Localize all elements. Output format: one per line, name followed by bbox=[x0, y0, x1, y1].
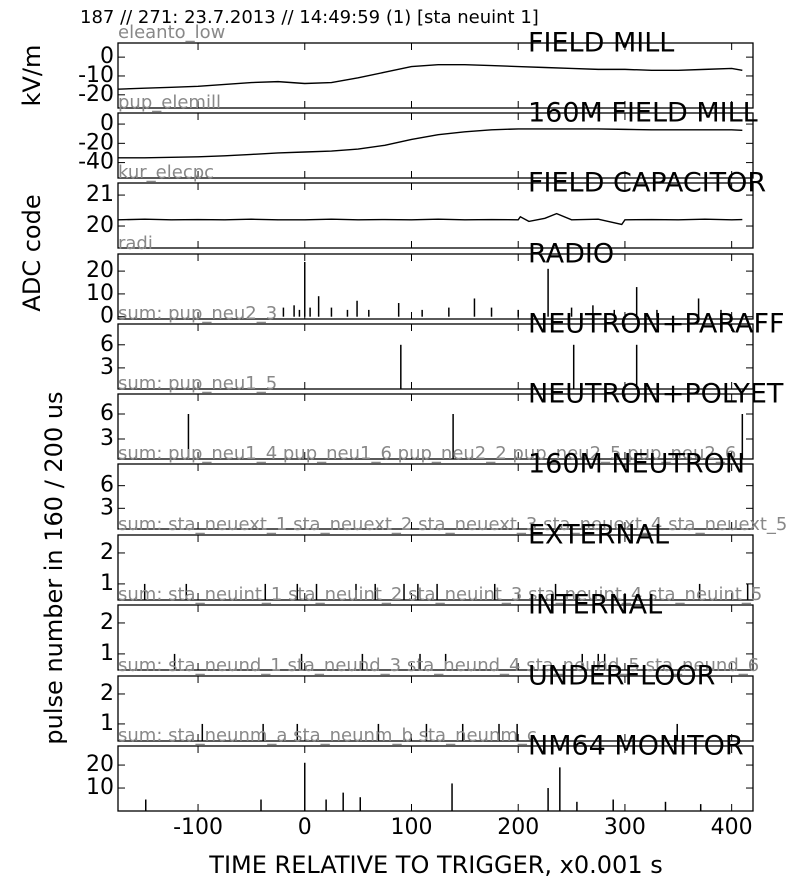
y-tick-label: 3 bbox=[100, 426, 114, 451]
y-tick-label: 20 bbox=[86, 258, 114, 283]
panel-frame bbox=[117, 393, 754, 460]
y-tick-label: 6 bbox=[100, 332, 114, 357]
panel-frame bbox=[117, 182, 754, 249]
panel-frame bbox=[117, 675, 754, 742]
x-tick-label: -100 bbox=[173, 815, 223, 840]
panel-title: 160M FIELD MILL bbox=[528, 98, 758, 129]
panel-title: INTERNAL bbox=[528, 590, 662, 621]
y-tick-label: 0 bbox=[100, 44, 114, 69]
panel-frame bbox=[117, 604, 754, 671]
panel-title: 160M NEUTRON bbox=[528, 449, 745, 480]
panel-frame bbox=[117, 463, 754, 530]
panel-frame bbox=[117, 253, 754, 320]
y-tick-label: 3 bbox=[100, 355, 114, 380]
y-tick-label: 1 bbox=[100, 711, 114, 736]
panel-title: NEUTRON+PARAFF bbox=[528, 309, 785, 340]
panel-label: sum: sta_neund_1 sta_neund_3 sta_neund_4… bbox=[118, 655, 759, 676]
panel-title: FIELD MILL bbox=[528, 28, 674, 59]
data-line bbox=[117, 212, 743, 226]
y-tick-label: 2 bbox=[100, 540, 114, 565]
y-tick-label: 2 bbox=[100, 610, 114, 635]
panel-frame bbox=[117, 745, 754, 812]
y-tick-label: 6 bbox=[100, 473, 114, 498]
y-tick-label: 21 bbox=[86, 182, 114, 207]
panel-label: sum: sta_neuext_1 sta_neuext_2 sta_neuex… bbox=[118, 514, 787, 535]
panel-label: sum: pup_neu2_3 bbox=[118, 303, 277, 324]
panel-title: NM64 MONITOR bbox=[528, 731, 744, 762]
data-line bbox=[118, 128, 743, 159]
y-tick-label: 1 bbox=[100, 641, 114, 666]
y-axis-label: ADC code bbox=[18, 194, 46, 311]
panel-title: RADIO bbox=[528, 239, 614, 270]
y-tick-label: 0 bbox=[100, 304, 114, 329]
panel-title: UNDERFLOOR bbox=[528, 661, 715, 692]
x-tick-label: 100 bbox=[390, 815, 432, 840]
panel-label: sum: sta_neuint_1 sta_neuint_2 sta_neuin… bbox=[118, 584, 762, 605]
panel-label: sum: pup_neu1_4 pup_neu1_6 pup_neu2_2 pu… bbox=[118, 443, 736, 464]
panel-frame bbox=[117, 112, 754, 179]
panel-label: radi bbox=[118, 233, 153, 254]
panel-label: eleanto_low bbox=[118, 22, 225, 43]
y-tick-label: 20 bbox=[86, 752, 114, 777]
y-tick-label: 2 bbox=[100, 681, 114, 706]
panel-label: sum: pup_neu1_5 bbox=[118, 373, 277, 394]
y-tick-label: -40 bbox=[78, 150, 114, 175]
panel-label: pup_elemill bbox=[118, 92, 221, 113]
x-axis-label: TIME RELATIVE TO TRIGGER, x0.001 s bbox=[208, 851, 662, 879]
x-tick-label: 300 bbox=[604, 815, 646, 840]
panel-title: NEUTRON+POLYET bbox=[528, 379, 784, 410]
panel-frame bbox=[117, 323, 754, 390]
panel-label: kur_elecpc bbox=[118, 162, 214, 183]
y-tick-label: -20 bbox=[78, 82, 114, 107]
y-tick-label: 10 bbox=[86, 281, 114, 306]
y-tick-label: 0 bbox=[100, 111, 114, 136]
y-axis-label: kV/m bbox=[18, 45, 46, 107]
panel-title: FIELD CAPACITOR bbox=[528, 168, 766, 199]
y-tick-label: 3 bbox=[100, 495, 114, 520]
x-tick-label: 0 bbox=[298, 815, 312, 840]
data-line bbox=[117, 63, 743, 90]
shared-y-label: pulse number in 160 / 200 us bbox=[40, 391, 68, 744]
y-tick-label: 20 bbox=[86, 213, 114, 238]
panel-label: sum: sta_neunm_a sta_neunm_b sta_neunm_c bbox=[118, 725, 537, 746]
x-tick-label: 200 bbox=[497, 815, 539, 840]
y-tick-label: 10 bbox=[86, 775, 114, 800]
y-tick-label: -20 bbox=[78, 130, 114, 155]
y-tick-label: 1 bbox=[100, 571, 114, 596]
x-tick-label: 400 bbox=[711, 815, 753, 840]
y-tick-label: -10 bbox=[78, 63, 114, 88]
panel-frame bbox=[117, 534, 754, 601]
panel-title: EXTERNAL bbox=[528, 520, 669, 551]
y-tick-label: 6 bbox=[100, 401, 114, 426]
page-title: 187 // 271: 23.7.2013 // 14:49:59 (1) [s… bbox=[80, 7, 539, 28]
